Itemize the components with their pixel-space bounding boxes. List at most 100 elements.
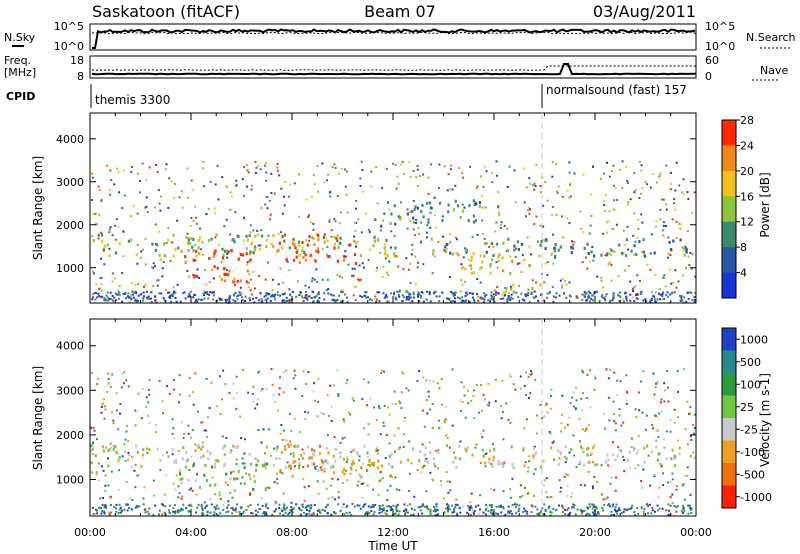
echo-cell <box>117 289 120 292</box>
echo-cell <box>635 451 639 455</box>
echo-cell <box>561 394 564 397</box>
echo-cell <box>582 451 585 453</box>
echo-cell <box>502 490 505 493</box>
echo-cell <box>607 377 610 380</box>
echo-cell <box>498 462 501 466</box>
echo-cell <box>633 172 636 175</box>
echo-cell <box>128 454 131 457</box>
echo-cell <box>677 280 680 283</box>
echo-cell <box>279 470 282 474</box>
echo-cell <box>201 299 204 301</box>
echo-cell <box>257 511 260 514</box>
echo-cell <box>252 488 255 491</box>
echo-cell <box>272 234 275 238</box>
echo-cell <box>361 296 364 298</box>
echo-cell <box>531 279 534 282</box>
echo-cell <box>304 410 307 413</box>
echo-cell <box>110 446 112 449</box>
echo-cell <box>278 393 281 396</box>
echo-cell <box>496 174 498 177</box>
echo-cell <box>477 411 480 414</box>
echo-cell <box>454 506 457 508</box>
echo-cell <box>532 296 535 299</box>
echo-cell <box>411 508 413 510</box>
echo-cell <box>114 292 117 295</box>
echo-cell <box>531 505 534 508</box>
echo-cell <box>408 440 411 443</box>
echo-cell <box>389 222 392 226</box>
echo-cell <box>140 464 143 468</box>
echo-cell <box>226 256 228 259</box>
echo-cell <box>628 450 631 454</box>
echo-cell <box>90 449 93 452</box>
echo-cell <box>122 255 125 258</box>
echo-cell <box>95 283 98 286</box>
echo-cell <box>604 193 607 196</box>
echo-cell <box>597 511 599 514</box>
echo-cell <box>491 258 494 262</box>
echo-cell <box>245 472 248 475</box>
echo-cell <box>446 437 449 440</box>
echo-cell <box>279 512 281 515</box>
echo-cell <box>467 219 470 223</box>
echo-cell <box>472 199 475 203</box>
echo-cell <box>130 170 133 173</box>
echo-cell <box>174 504 176 507</box>
echo-cell <box>476 295 479 298</box>
echo-cell <box>487 382 490 385</box>
echo-cell <box>385 238 388 242</box>
echo-cell <box>367 463 370 466</box>
echo-cell <box>579 484 582 486</box>
echo-cell <box>117 488 120 491</box>
echo-cell <box>179 472 182 476</box>
echo-cell <box>102 449 105 453</box>
echo-cell <box>351 449 354 453</box>
echo-cell <box>438 387 441 390</box>
echo-cell <box>416 293 419 296</box>
echo-cell <box>175 300 178 303</box>
echo-cell <box>569 511 572 514</box>
echo-cell <box>617 294 620 296</box>
echo-cell <box>301 395 304 398</box>
colorbar-segment <box>722 120 736 146</box>
echo-cell <box>588 300 591 303</box>
echo-cell <box>551 252 554 255</box>
echo-cell <box>339 510 342 513</box>
echo-cell <box>379 471 382 473</box>
echo-cell <box>342 299 345 302</box>
echo-cell <box>168 511 171 514</box>
echo-cell <box>523 427 526 430</box>
echo-cell <box>249 504 252 506</box>
echo-cell <box>228 295 231 298</box>
echo-cell <box>407 268 410 271</box>
echo-cell <box>266 261 269 264</box>
echo-cell <box>339 441 342 444</box>
station-title: Saskatoon (fitACF) <box>92 2 240 21</box>
echo-cell <box>264 452 266 455</box>
echo-cell <box>409 176 412 178</box>
echo-cell <box>224 383 227 385</box>
colorbar-frame <box>721 327 737 509</box>
echo-cell <box>241 253 245 257</box>
echo-cell <box>169 297 172 299</box>
echo-cell <box>493 301 496 304</box>
echo-cell <box>422 376 425 379</box>
echo-cell <box>625 402 628 405</box>
echo-cell <box>206 416 209 419</box>
echo-cell <box>557 185 560 188</box>
echo-cell <box>188 504 191 507</box>
echo-cell <box>316 280 319 283</box>
echo-cell <box>479 384 482 386</box>
echo-cell <box>227 250 230 254</box>
echo-cell <box>604 298 606 301</box>
echo-cell <box>97 462 100 465</box>
echo-cell <box>501 293 504 296</box>
echo-cell <box>530 511 533 514</box>
echo-cell <box>338 451 341 455</box>
echo-cell <box>659 462 662 465</box>
echo-cell <box>188 294 191 297</box>
echo-cell <box>171 433 174 435</box>
echo-cell <box>619 380 622 383</box>
echo-cell <box>157 188 160 191</box>
